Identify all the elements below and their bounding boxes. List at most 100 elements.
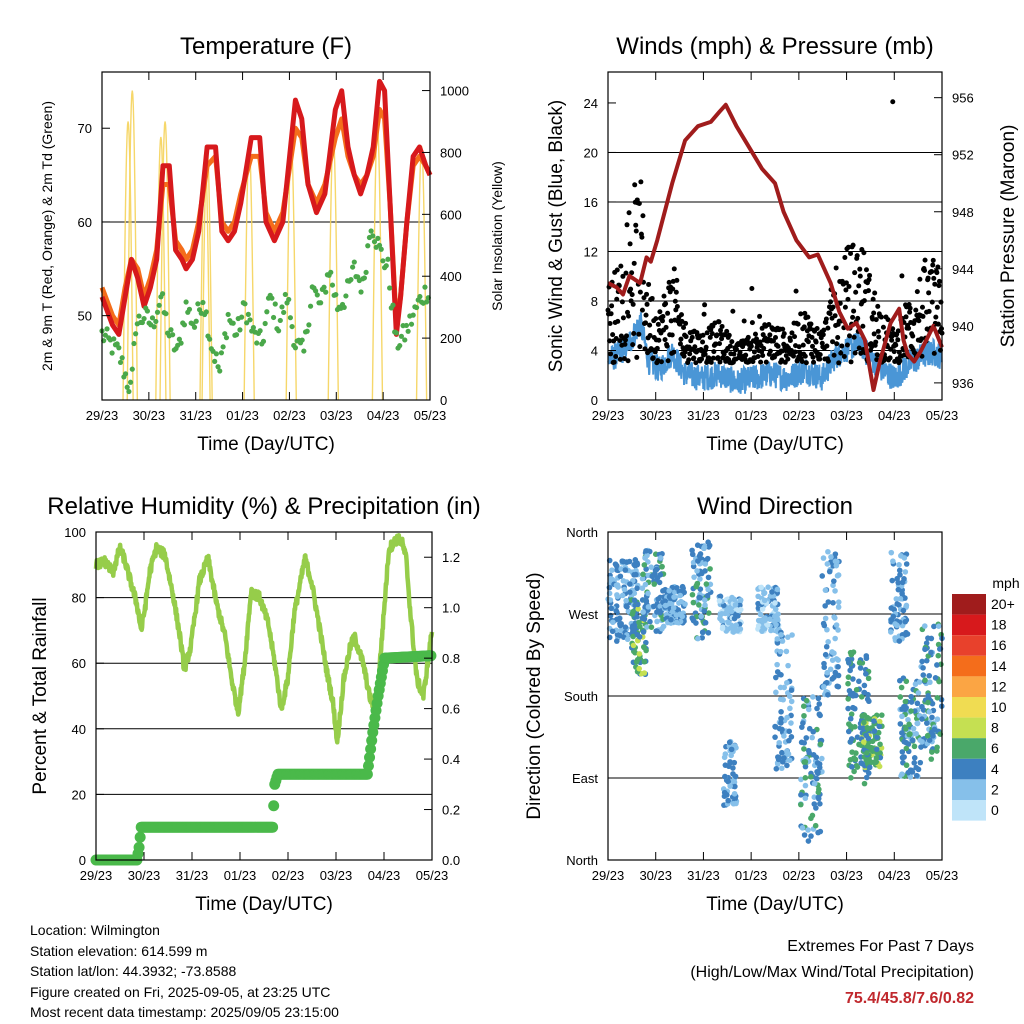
direction-point [727,760,733,766]
direction-point [707,566,713,572]
direction-point [902,618,909,625]
direction-point [788,734,795,740]
y-right-axis-label: Station Pressure (Maroon) [998,125,1019,348]
direction-point [805,838,812,844]
direction-point [777,648,784,655]
plot-frame [95,531,433,861]
direction-point [863,774,870,781]
direction-point [733,800,739,807]
direction-point [847,715,854,722]
direction-point [660,623,667,630]
gust-point [931,350,937,356]
direction-point [767,616,773,622]
direction-point [899,754,906,761]
direction-point [781,684,788,691]
dewpoint-point [230,320,236,326]
direction-point [642,581,649,588]
direction-point [817,741,824,748]
gust-point [916,318,922,324]
direction-point [847,649,854,656]
gust-point [855,315,861,321]
dewpoint-point [212,358,218,364]
gust-point [880,324,886,330]
gust-point [852,350,858,356]
direction-point [876,723,883,730]
gust-point [691,355,697,361]
direction-point [814,705,820,712]
direction-point [907,731,913,737]
legend-label: 16 [991,637,1007,653]
dewpoint-point [287,315,293,321]
direction-point [640,571,646,578]
direction-point [805,706,812,713]
direction-point [845,705,851,712]
direction-point [925,699,931,706]
direction-point [899,749,906,755]
panel-direction: Wind DirectionNorthEastSouthWestNorth29/… [524,493,1020,915]
direction-point [707,581,714,588]
dewpoint-point [159,291,166,297]
direction-point [866,698,872,705]
gust-point [830,339,836,345]
gust-point [671,266,677,272]
gust-point [726,332,732,338]
gust-point [842,255,848,261]
gust-point [622,341,628,347]
direction-point [816,764,823,771]
direction-point [728,746,735,753]
dewpoint-point [269,295,275,301]
gust-point [934,304,940,310]
gust-point [656,337,662,343]
solar-trace [371,127,384,401]
direction-point [635,606,641,612]
y-tick-label: 16 [584,195,598,210]
direction-point [732,795,738,802]
direction-point [689,551,696,558]
gust-point [633,222,639,228]
direction-point [774,636,781,642]
gust-point [820,332,826,338]
direction-point [863,732,870,739]
gust-point [617,338,623,344]
legend-label: 10 [991,699,1007,715]
gust-point [621,356,627,362]
direction-point [636,651,643,657]
figure-created: Figure created on Fri, 2025-09-05, at 23… [30,983,331,1000]
series-wind [607,312,943,394]
direction-point [805,827,811,833]
direction-point [631,561,637,568]
direction-point [614,616,620,623]
gust-point [907,309,913,315]
gust-point [674,277,680,283]
dewpoint-point [124,384,130,390]
direction-point [627,589,633,595]
direction-point [822,603,828,609]
gust-point [670,286,676,292]
direction-point [776,739,783,746]
gust-point [913,307,919,313]
gust-point [910,333,916,339]
dewpoint-point [365,243,371,249]
x-tick-label: 31/23 [687,868,720,883]
direction-point [632,556,639,563]
gust-point [678,312,684,318]
direction-point [903,726,909,732]
legend-swatch [952,594,986,615]
direction-point [888,617,895,623]
legend-swatch [952,738,986,759]
gust-point [811,359,817,365]
gust-point [870,296,876,302]
dewpoint-point [149,315,156,321]
gust-point [608,311,614,317]
y-tick-label: 20 [72,787,86,802]
gust-point [848,250,854,256]
gust-point [632,182,638,188]
direction-point [817,828,824,835]
direction-point [702,568,708,574]
dewpoint-point [307,303,314,309]
y-tick-label: South [564,689,598,704]
gust-point [925,275,931,281]
direction-point [920,665,926,671]
direction-point [923,640,930,646]
gust-point [813,339,819,345]
